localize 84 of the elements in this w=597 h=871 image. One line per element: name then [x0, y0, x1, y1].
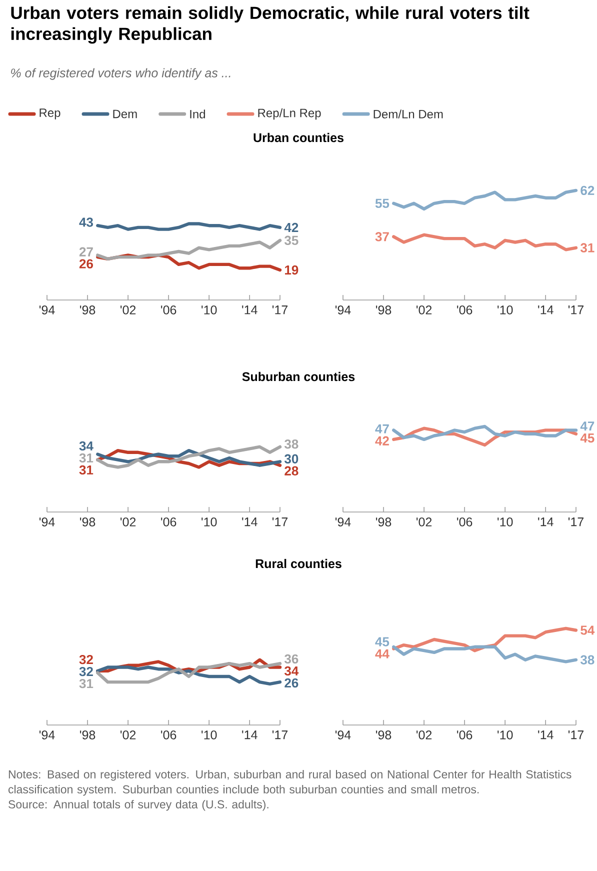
chart-title: Rural counties — [256, 558, 342, 568]
data-label: 31 — [580, 243, 594, 252]
x-tick-label: '17 — [272, 730, 288, 740]
x-tick-label: '94 — [335, 730, 351, 740]
x-tick-label: '94 — [39, 730, 55, 740]
x-tick-label: '17 — [272, 518, 288, 526]
x-tick-label: '17 — [272, 306, 288, 314]
x-tick-label: '17 — [568, 730, 584, 740]
x-tick-label: '14 — [538, 518, 554, 526]
x-tick-label: '10 — [202, 730, 217, 740]
data-label: 35 — [284, 236, 298, 246]
text: Notes: Based on registered voters. Urban, suburban and rural based on National Center for Health Statistics classification system. Suburban counties include both suburban counties and small metros. — [8, 770, 572, 796]
data-label: 30 — [284, 454, 298, 464]
data-label: 37 — [375, 232, 389, 242]
x-tick-label: '14 — [242, 518, 258, 526]
x-tick-label: '98 — [80, 306, 96, 314]
legend-label: Ind — [190, 110, 205, 118]
x-tick-label: '14 — [538, 306, 554, 314]
x-tick-label: '06 — [457, 730, 472, 740]
x-tick-label: '14 — [242, 306, 258, 314]
chart-title: Urban counties — [254, 132, 344, 142]
data-label: 27 — [79, 247, 93, 256]
data-label: 26 — [284, 678, 298, 688]
x-tick-label: '17 — [568, 518, 584, 526]
x-tick-label: '94 — [335, 518, 351, 526]
x-tick-label: '94 — [39, 306, 55, 314]
data-label: 55 — [375, 198, 390, 208]
data-label: 44 — [375, 649, 390, 658]
data-label: 19 — [285, 265, 298, 275]
x-tick-label: '98 — [80, 730, 96, 740]
x-tick-label: '10 — [498, 518, 513, 526]
x-tick-label: '02 — [120, 518, 136, 526]
legend-label: Dem/Ln Dem — [374, 110, 443, 118]
data-label: 26 — [79, 259, 93, 268]
legend-label: Rep — [40, 108, 60, 120]
x-tick-label: '10 — [498, 306, 513, 314]
x-tick-label: '98 — [376, 730, 392, 740]
text: Urban voters remain solidly Democratic, while rural voters tilt increasingly Republican — [11, 6, 530, 44]
x-tick-label: '10 — [202, 306, 217, 314]
x-tick-label: '02 — [120, 306, 136, 314]
data-label: 36 — [284, 654, 298, 664]
x-tick-label: '06 — [161, 306, 176, 314]
x-tick-label: '10 — [498, 730, 513, 740]
data-label: 34 — [79, 441, 94, 451]
x-tick-label: '06 — [161, 518, 176, 526]
data-label: 32 — [79, 654, 93, 664]
x-tick-label: '02 — [416, 306, 432, 314]
data-label: 45 — [375, 637, 390, 646]
data-label: 34 — [284, 666, 299, 676]
data-label: 31 — [79, 678, 94, 688]
x-tick-label: '94 — [335, 306, 351, 314]
data-label: 42 — [284, 222, 298, 232]
x-tick-label: '02 — [120, 730, 136, 740]
data-label: 28 — [284, 466, 298, 476]
data-label: 62 — [580, 186, 594, 196]
x-tick-label: '06 — [457, 518, 472, 526]
data-label: 32 — [79, 666, 93, 676]
x-tick-label: '98 — [80, 518, 96, 526]
chart-title: Suburban counties — [242, 372, 355, 382]
x-tick-label: '06 — [161, 730, 176, 740]
data-label: 47 — [375, 424, 389, 434]
legend-label: Dem — [113, 110, 137, 118]
legend-label: Rep/Ln Rep — [258, 108, 321, 120]
data-label: 38 — [580, 655, 594, 664]
x-tick-label: '10 — [202, 518, 217, 526]
data-label: 43 — [79, 218, 93, 227]
x-tick-label: '02 — [416, 730, 432, 740]
x-tick-label: '17 — [568, 306, 584, 314]
x-tick-label: '98 — [376, 306, 392, 314]
data-label: 38 — [284, 439, 298, 449]
x-tick-label: '98 — [376, 518, 392, 526]
x-tick-label: '14 — [538, 730, 554, 740]
text: % of registered voters who identify as ... — [11, 68, 230, 80]
x-tick-label: '14 — [242, 730, 258, 740]
data-label: 42 — [375, 436, 389, 446]
source-note: Source: Annual totals of survey data (U.S. adults). — [8, 800, 268, 811]
x-tick-label: '06 — [457, 306, 472, 314]
x-tick-label: '02 — [416, 518, 432, 526]
data-label: 54 — [580, 626, 595, 635]
x-tick-label: '94 — [39, 518, 55, 526]
data-label: 31 — [79, 465, 94, 475]
data-label: 31 — [79, 453, 94, 463]
data-label: 47 — [580, 422, 594, 431]
data-label: 45 — [580, 434, 594, 443]
